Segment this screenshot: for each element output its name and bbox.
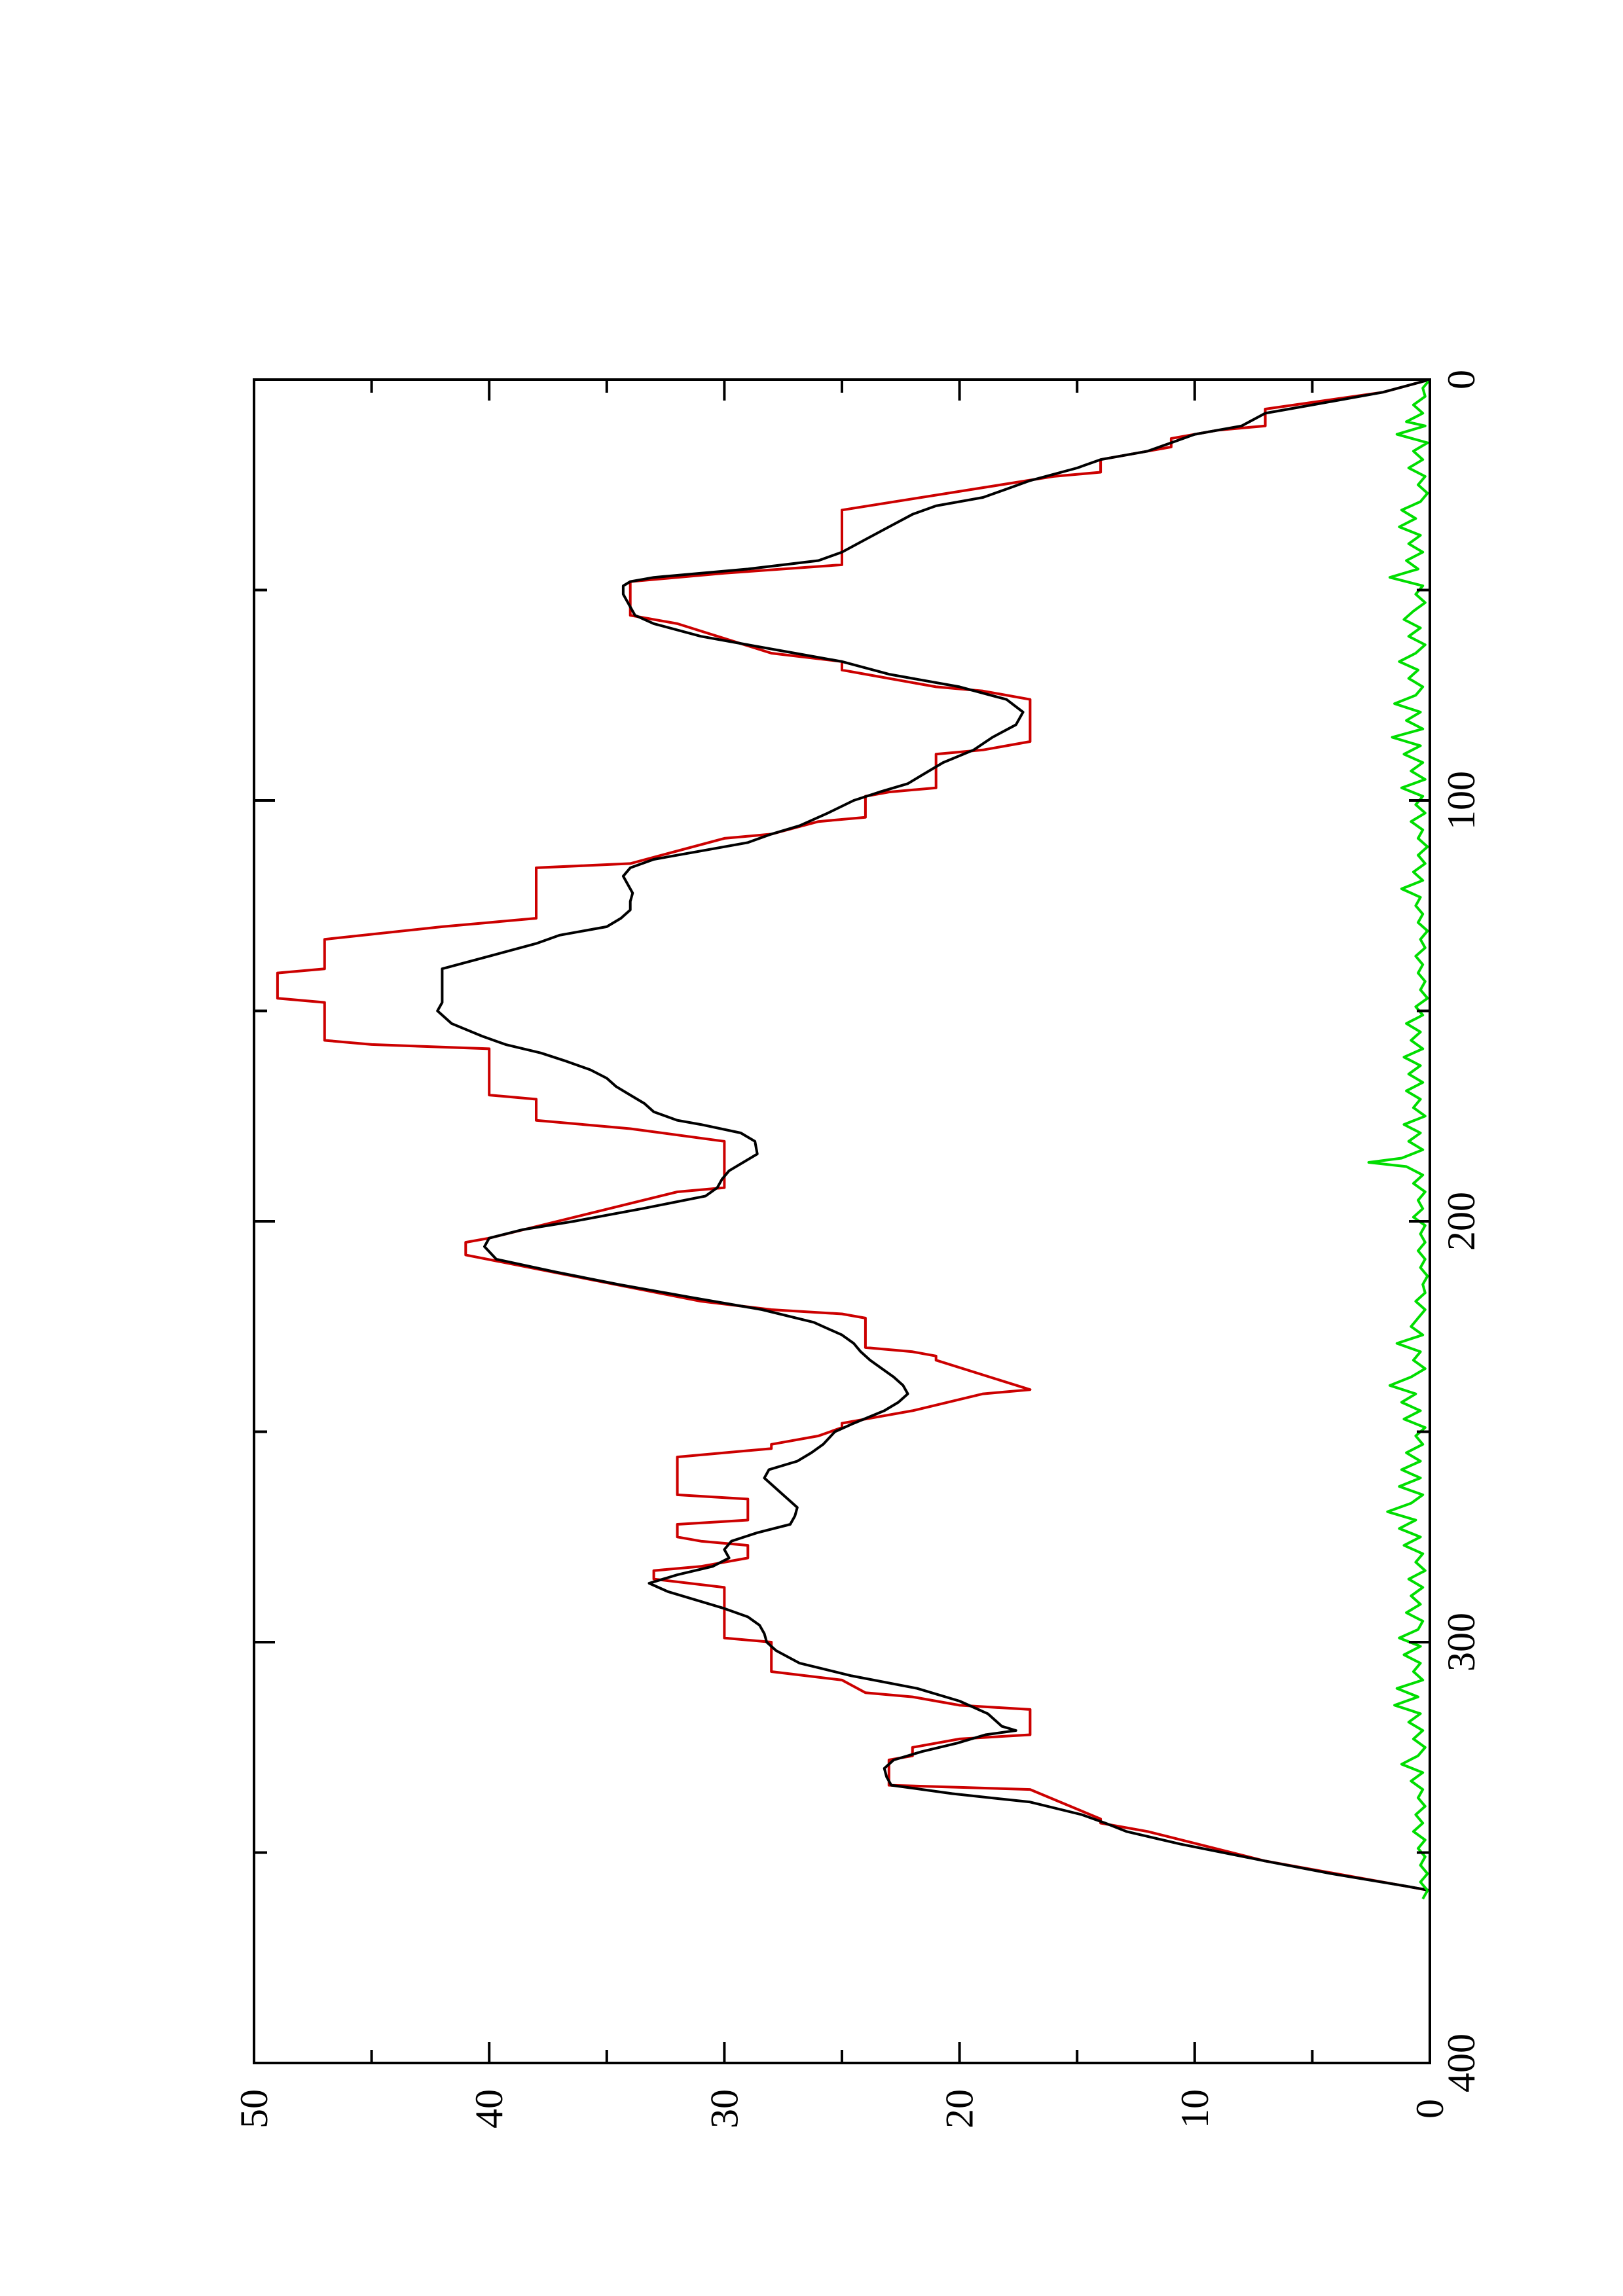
- y-tick-label-0: 0: [1408, 2099, 1451, 2119]
- y-tick-label-40: 40: [467, 2089, 511, 2128]
- series-layer: [276, 378, 1431, 1900]
- x-tick-label-0: 0: [1440, 370, 1483, 389]
- x-tick-label-300: 300: [1440, 1613, 1483, 1672]
- y-tick-label-10: 10: [1173, 2089, 1216, 2128]
- x-tick-label-400: 400: [1440, 2034, 1483, 2092]
- plot-frame: [253, 378, 1431, 2064]
- series-line-2: [436, 378, 1431, 1899]
- x-tick-label-100: 100: [1440, 771, 1483, 830]
- y-tick-label-30: 30: [702, 2089, 746, 2128]
- series-line-3: [1367, 378, 1431, 1900]
- label-layer: 0 100 200 300 400 0 10 20 30 40 50: [232, 370, 1483, 2128]
- y-tick-label-20: 20: [938, 2089, 981, 2128]
- y-tick-label-50: 50: [232, 2089, 276, 2128]
- x-tick-label-200: 200: [1440, 1192, 1483, 1251]
